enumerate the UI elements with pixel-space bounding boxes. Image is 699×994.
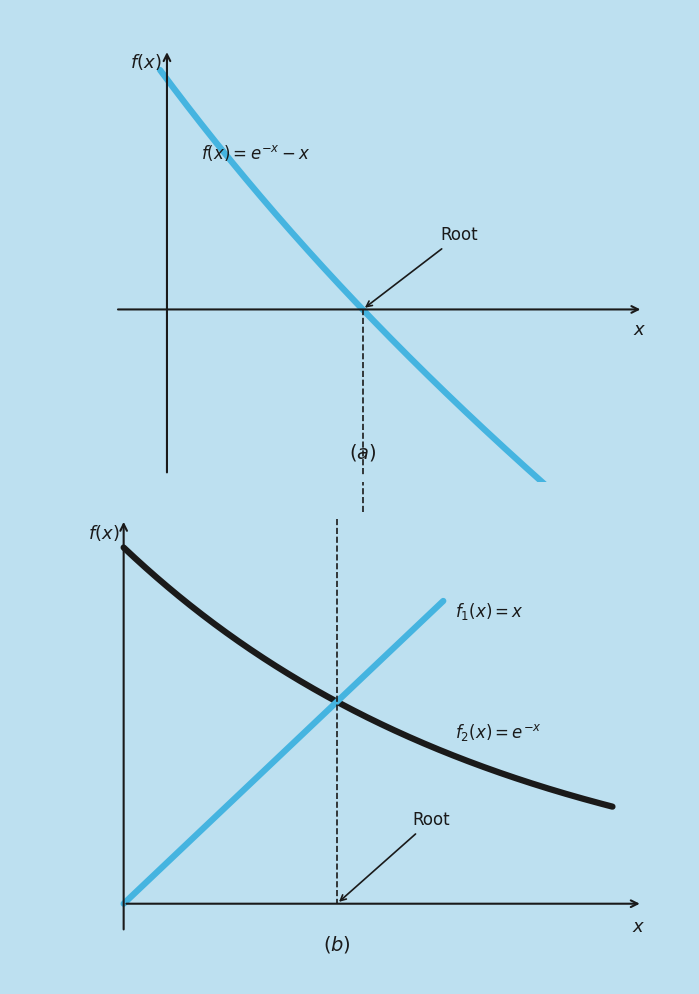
Text: Root: Root xyxy=(340,811,449,901)
Text: $f(x) = e^{-x} - x$: $f(x) = e^{-x} - x$ xyxy=(201,143,311,163)
Text: $f(x)$: $f(x)$ xyxy=(89,523,120,543)
Text: $x$: $x$ xyxy=(633,321,647,339)
Text: $(b)$: $(b)$ xyxy=(323,934,351,955)
Text: $f_1(x) = x$: $f_1(x) = x$ xyxy=(454,601,524,622)
Text: $f(x)$: $f(x)$ xyxy=(130,52,161,72)
Text: $x$: $x$ xyxy=(632,918,645,936)
Text: $(a)$: $(a)$ xyxy=(349,441,377,462)
Text: $f_2(x) = e^{-x}$: $f_2(x) = e^{-x}$ xyxy=(454,723,541,744)
Text: Root: Root xyxy=(366,227,478,306)
